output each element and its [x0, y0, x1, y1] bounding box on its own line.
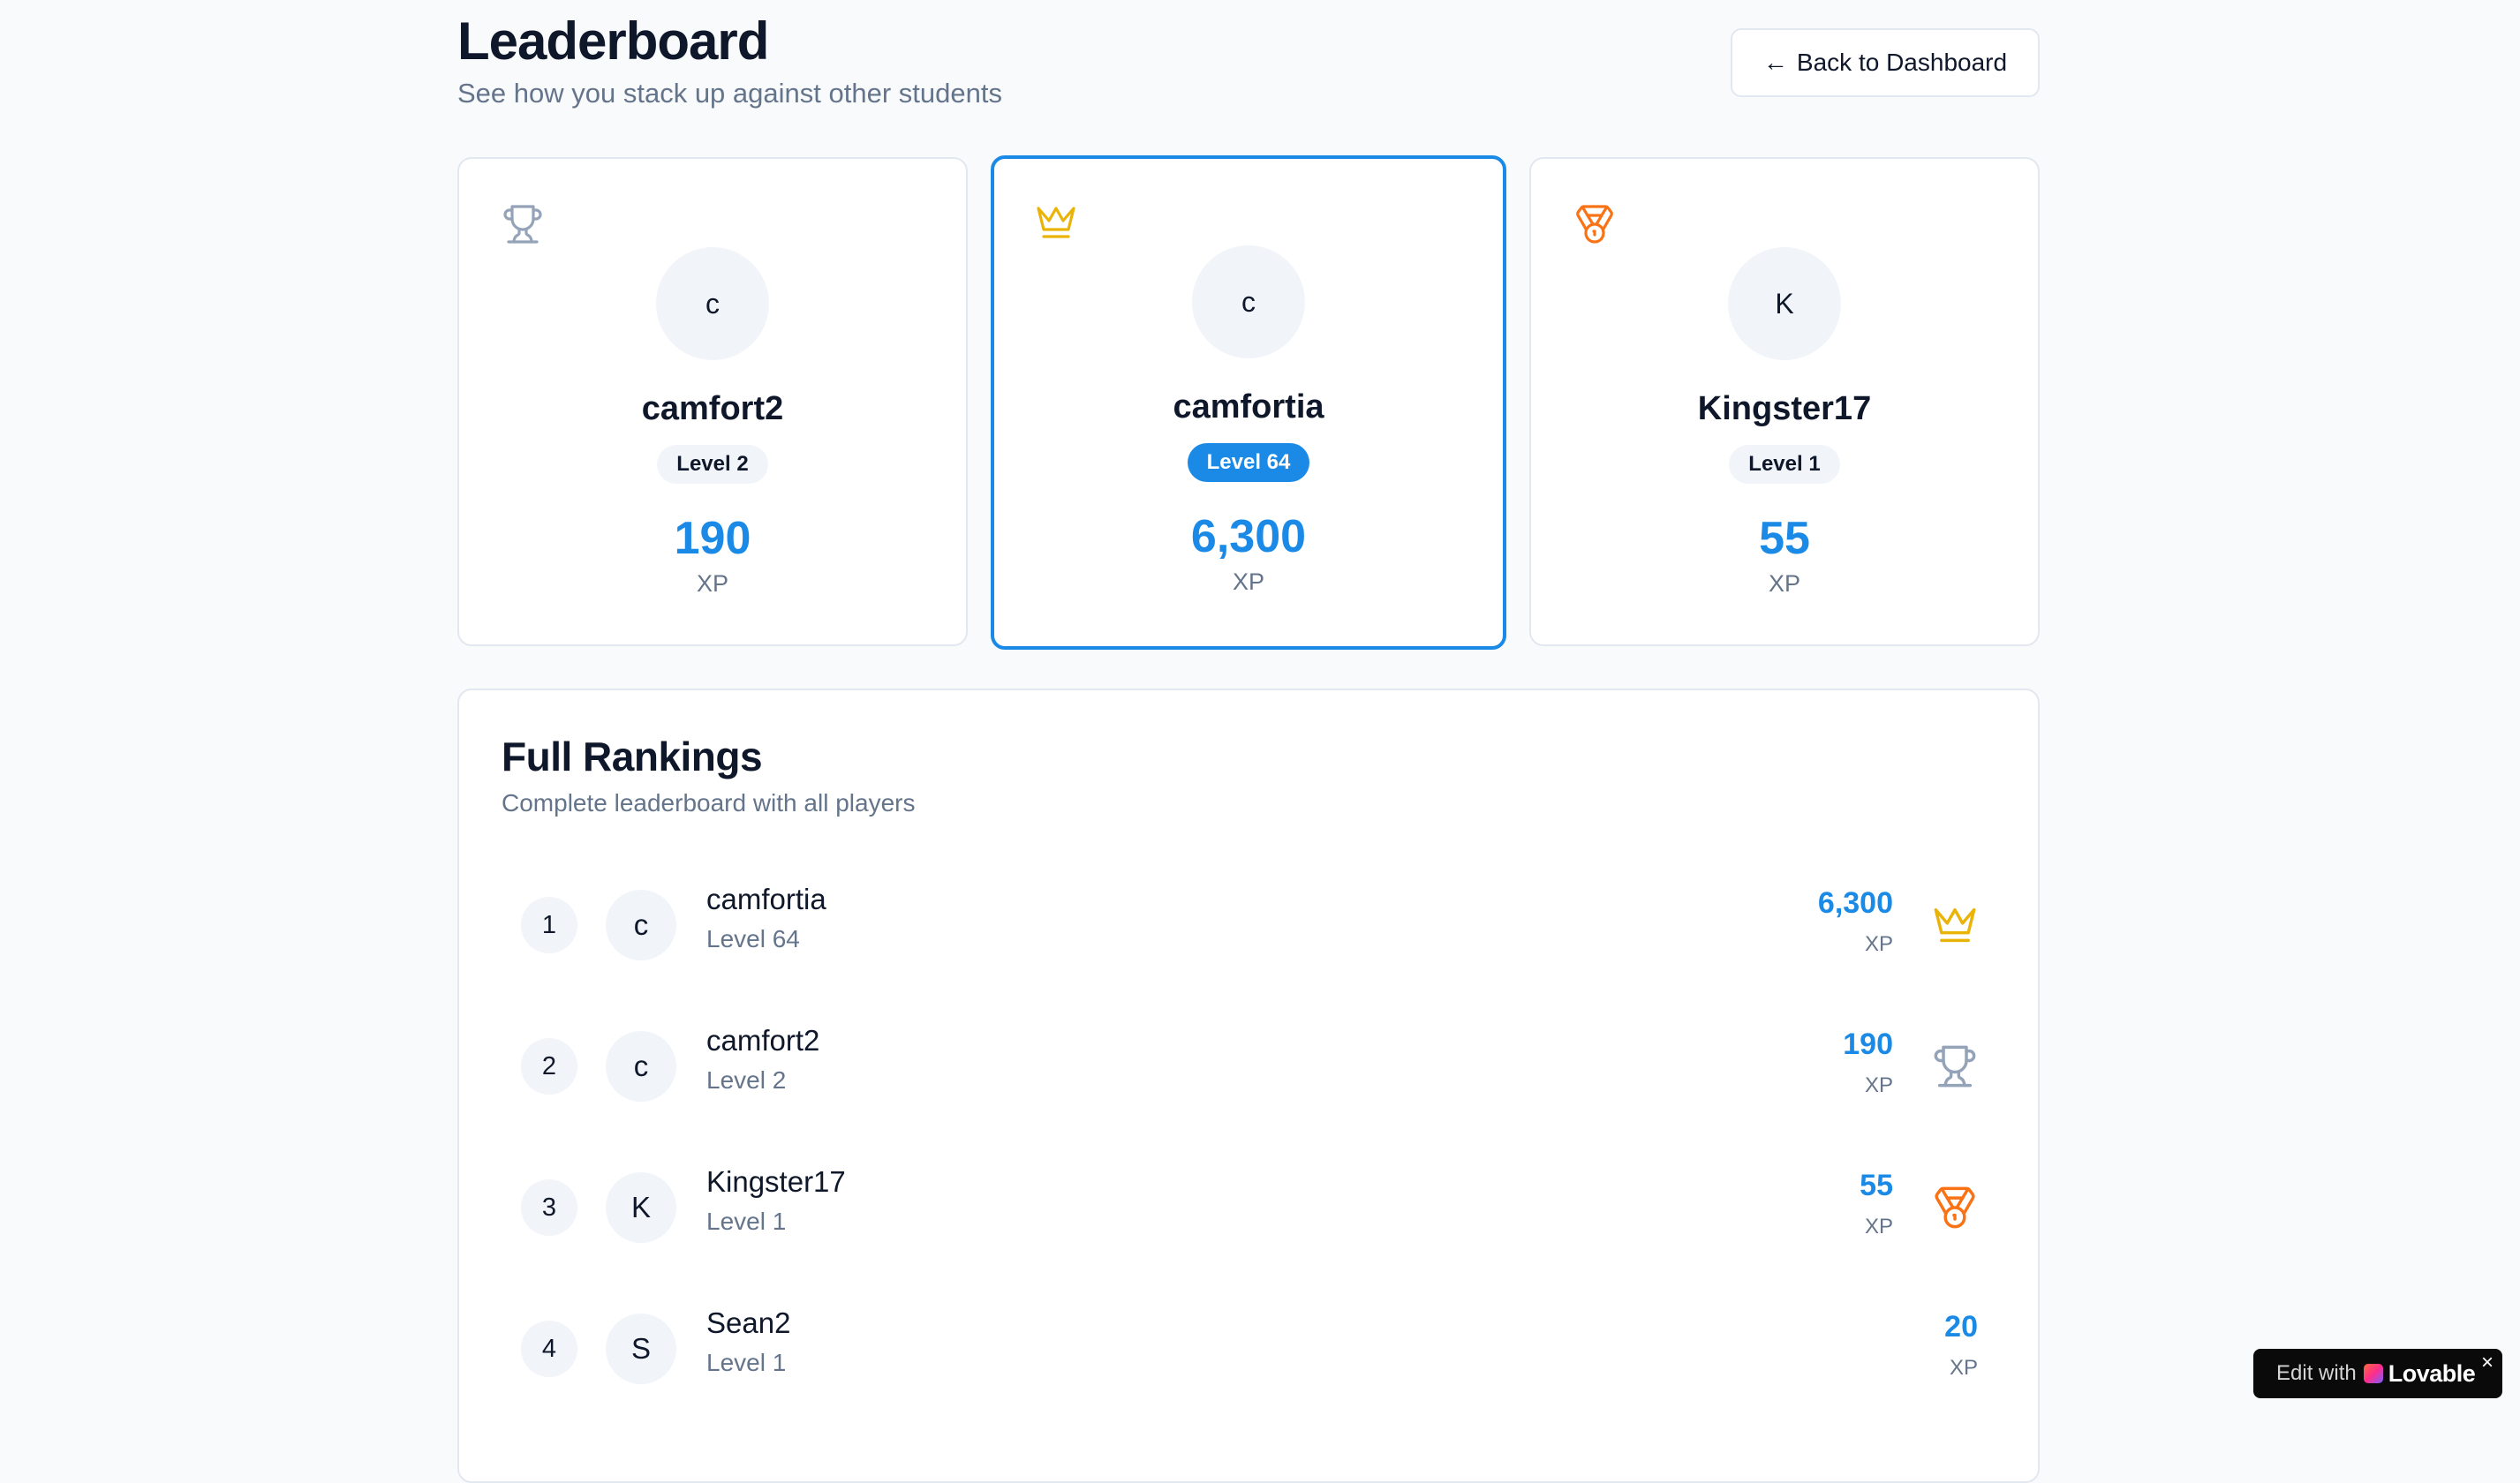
rank-number: 1 — [521, 897, 577, 953]
xp-label: XP — [696, 570, 729, 597]
close-icon[interactable]: × — [2480, 1351, 2494, 1374]
avatar: c — [656, 247, 769, 360]
xp-value: 55 — [1860, 1169, 1893, 1202]
rank-number: 3 — [521, 1179, 577, 1236]
crown-icon — [1934, 907, 1976, 943]
avatar: c — [606, 890, 676, 960]
avatar: c — [1192, 245, 1305, 358]
xp-value: 190 — [674, 513, 751, 564]
level-badge: Level 64 — [1187, 443, 1310, 482]
avatar: K — [606, 1172, 676, 1243]
edit-label: Edit with — [2276, 1361, 2357, 1385]
player-name: camfortia — [1173, 388, 1324, 425]
avatar: S — [606, 1314, 676, 1384]
player-name: camfortia — [706, 883, 826, 915]
back-to-dashboard-button[interactable]: ← Back to Dashboard — [1731, 28, 2040, 97]
page-subtitle: See how you stack up against other stude… — [457, 78, 1002, 109]
level-badge: Level 2 — [657, 445, 768, 484]
rank-number: 2 — [521, 1038, 577, 1095]
player-level: Level 2 — [706, 1066, 787, 1094]
xp-label: XP — [1864, 1073, 1893, 1097]
trophy-icon — [1934, 1045, 1976, 1088]
avatar: c — [606, 1031, 676, 1102]
xp-value: 20 — [1944, 1310, 1978, 1344]
ranking-row: 2 c camfort2 Level 2 190 XP — [502, 1005, 1997, 1128]
page-title: Leaderboard — [457, 11, 769, 71]
lovable-logo-icon — [2363, 1364, 2383, 1383]
level-badge: Level 1 — [1729, 445, 1840, 484]
player-level: Level 64 — [706, 925, 800, 952]
rankings-subtitle: Complete leaderboard with all players — [502, 789, 916, 817]
player-level: Level 1 — [706, 1208, 787, 1235]
podium-card-third: K Kingster17 Level 1 55 XP — [1529, 157, 2040, 646]
full-rankings-card: Full Rankings Complete leaderboard with … — [457, 689, 2040, 1483]
player-name: Sean2 — [706, 1306, 791, 1339]
ranking-row: 1 c camfortia Level 64 6,300 XP — [502, 863, 1997, 987]
xp-label: XP — [1768, 570, 1801, 597]
back-button-label: Back to Dashboard — [1796, 49, 2008, 76]
xp-label: XP — [1864, 932, 1893, 956]
xp-value: 6,300 — [1817, 886, 1893, 920]
podium-card-second: c camfort2 Level 2 190 XP — [457, 157, 968, 646]
player-name: Kingster17 — [706, 1165, 846, 1198]
xp-value: 55 — [1759, 513, 1810, 564]
xp-value: 6,300 — [1190, 511, 1307, 562]
avatar: K — [1728, 247, 1841, 360]
xp-label: XP — [1949, 1356, 1978, 1380]
medal-icon — [1935, 1186, 1975, 1229]
player-name: camfort2 — [641, 390, 784, 427]
player-name: Kingster17 — [1697, 390, 1872, 427]
rankings-title: Full Rankings — [502, 734, 763, 779]
brand-label: Lovable — [2388, 1359, 2476, 1387]
podium-card-first: c camfortia Level 64 6,300 XP — [991, 155, 1506, 650]
player-name: camfort2 — [706, 1024, 820, 1057]
ranking-row: 3 K Kingster17 Level 1 55 XP — [502, 1146, 1997, 1269]
ranking-row: 4 S Sean2 Level 1 20 XP — [502, 1287, 1997, 1411]
trophy-icon — [503, 205, 542, 244]
xp-label: XP — [1864, 1215, 1893, 1238]
xp-label: XP — [1232, 568, 1265, 595]
xp-value: 190 — [1843, 1028, 1893, 1061]
medal-icon — [1576, 205, 1613, 244]
arrow-left-icon: ← — [1762, 49, 1788, 76]
crown-icon — [1037, 207, 1075, 238]
player-level: Level 1 — [706, 1349, 787, 1376]
edit-with-lovable-badge[interactable]: Edit with Lovable × — [2253, 1349, 2502, 1398]
rank-number: 4 — [521, 1321, 577, 1377]
